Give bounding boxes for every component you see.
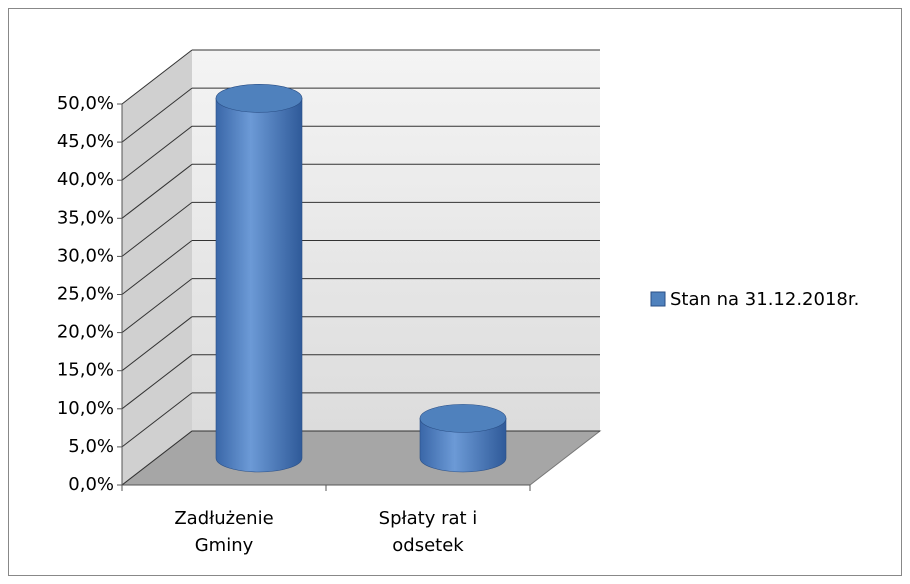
- grid-line: [121, 240, 193, 295]
- y-tick-label: 5,0%: [68, 436, 114, 457]
- grid-line: [121, 354, 193, 410]
- grid-line: [121, 125, 193, 181]
- y-tick-label: 45,0%: [57, 131, 114, 152]
- floor: [120, 430, 602, 486]
- grid-line: [121, 49, 193, 105]
- y-tick-label: 10,0%: [57, 398, 114, 419]
- grid-line: [121, 163, 193, 219]
- cylinder-body: [419, 418, 507, 473]
- grid-line: [121, 316, 193, 372]
- y-tick-label: 25,0%: [57, 284, 114, 305]
- y-tick-label: 15,0%: [57, 360, 114, 381]
- chart-border: [8, 8, 902, 576]
- y-tick-label: 40,0%: [57, 169, 114, 190]
- y-tick-label: 0,0%: [68, 474, 114, 495]
- grid-line: [121, 392, 193, 448]
- legend-swatch: [650, 291, 666, 307]
- y-tick-label: 20,0%: [57, 322, 114, 343]
- grid-line: [121, 278, 193, 333]
- cylinder-top: [215, 84, 303, 113]
- y-tick-label: 50,0%: [57, 93, 114, 114]
- cylinder-top: [419, 404, 507, 433]
- y-tick-label: 30,0%: [57, 245, 114, 266]
- grid-line: [121, 430, 193, 486]
- grid-line: [121, 202, 193, 257]
- cylinder-body: [215, 98, 303, 473]
- legend-label: Stan na 31.12.2018r.: [670, 289, 859, 310]
- y-tick-label: 35,0%: [57, 207, 114, 228]
- grid-line: [121, 87, 193, 143]
- x-tick-label: Spłaty rat i odsetek: [378, 508, 478, 556]
- x-tick-label: Zadłużenie Gminy: [174, 508, 274, 556]
